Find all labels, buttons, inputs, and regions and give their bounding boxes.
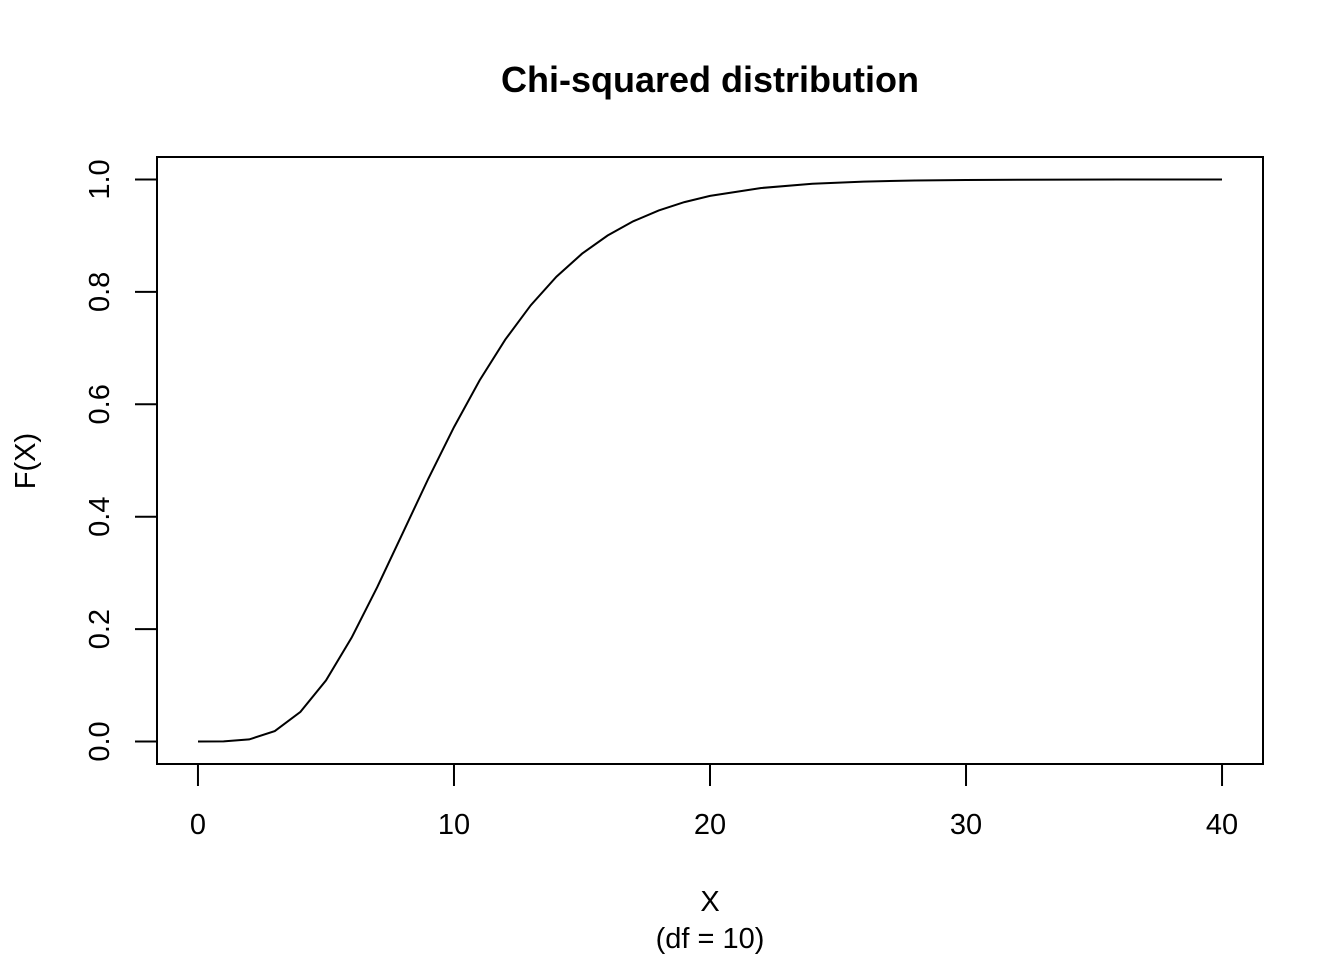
x-tick-label: 40 — [1206, 809, 1238, 841]
y-tick-label: 0.8 — [84, 272, 116, 312]
x-tick-label: 20 — [694, 809, 726, 841]
x-axis: 0 10 20 30 40 — [190, 763, 1238, 841]
x-tick-label: 0 — [190, 809, 206, 841]
y-tick-label: 0.6 — [84, 384, 116, 424]
y-axis: 0.0 0.2 0.4 0.6 0.8 1.0 — [84, 159, 158, 762]
cdf-curve-line — [197, 178, 1222, 743]
chart-title: Chi-squared distribution — [501, 59, 919, 100]
x-axis-title: X — [700, 886, 719, 918]
y-axis-title: F(X) — [10, 433, 42, 489]
y-tick-label: 0.0 — [84, 721, 116, 761]
y-tick-label: 0.4 — [84, 497, 116, 537]
x-axis-subtitle: (df = 10) — [656, 923, 765, 955]
y-tick-label: 0.2 — [84, 609, 116, 649]
y-tick-label: 1.0 — [84, 159, 116, 199]
x-tick-label: 30 — [950, 809, 982, 841]
x-tick-label: 10 — [438, 809, 470, 841]
plot-frame — [156, 156, 1264, 765]
